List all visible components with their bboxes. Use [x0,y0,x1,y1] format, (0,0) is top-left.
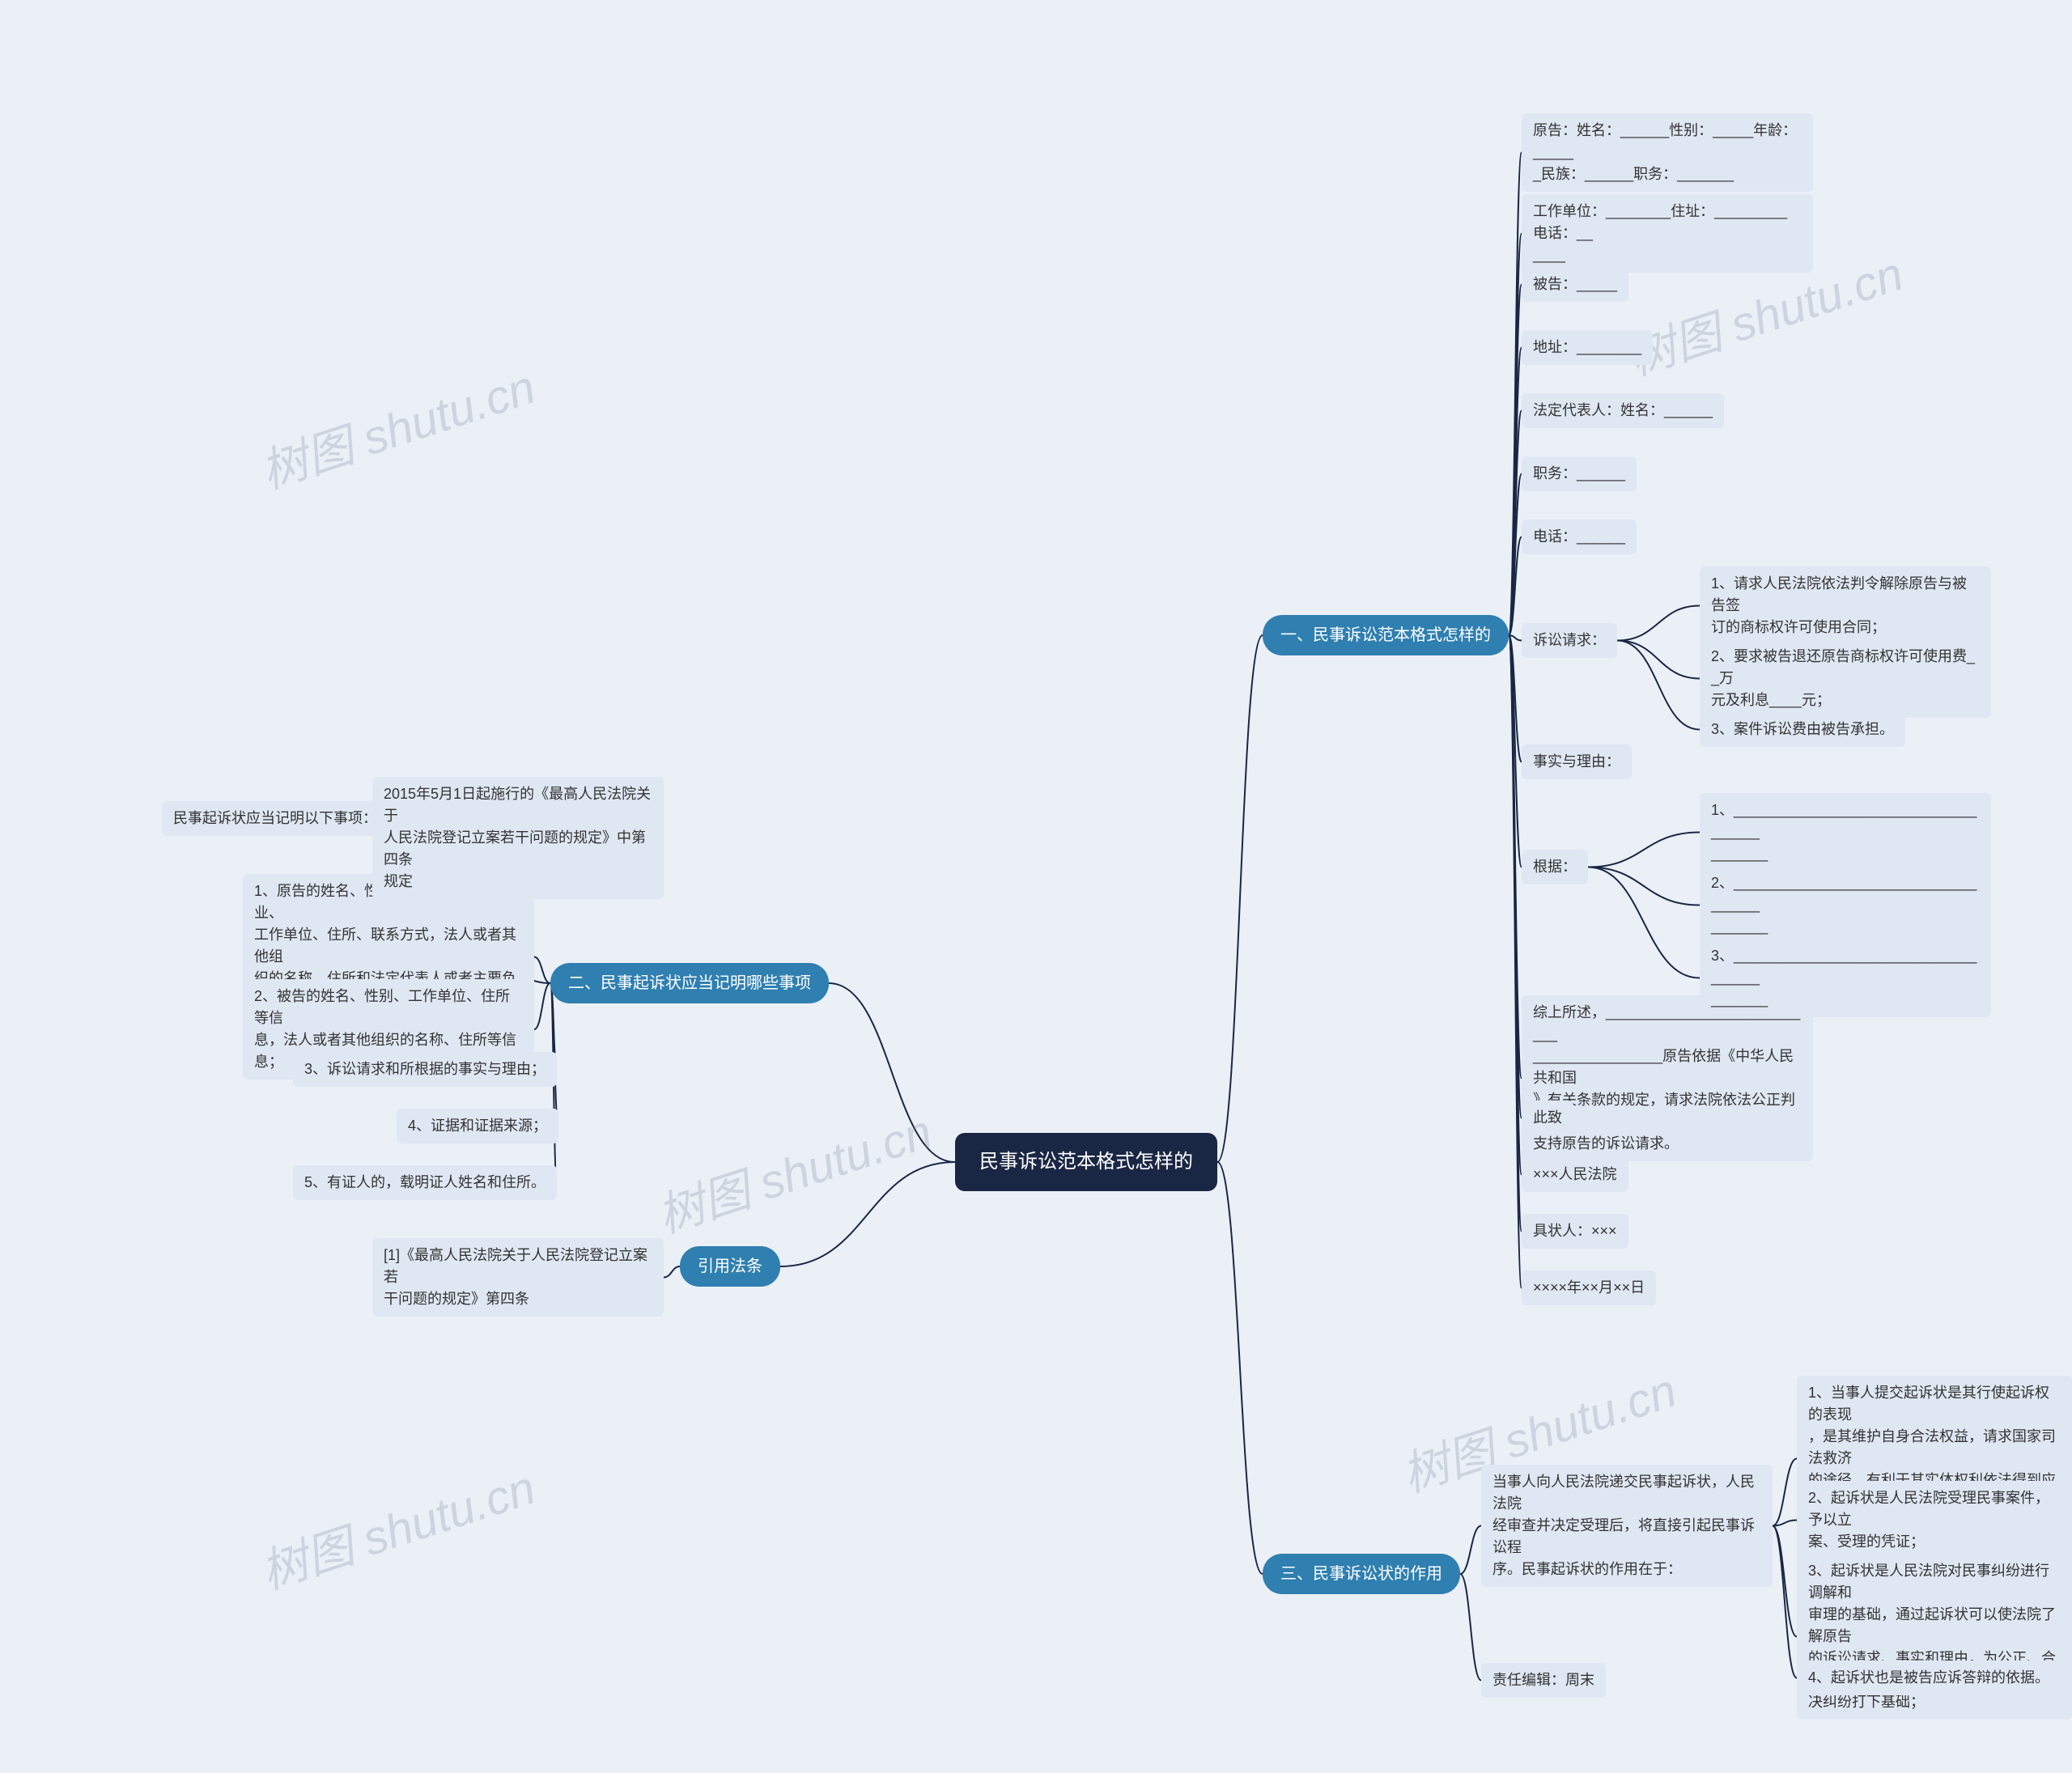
branch-node-3[interactable]: 三、民事诉讼状的作用 [1263,1554,1460,1594]
leaf-0-8[interactable]: 事实与理由： [1522,744,1632,779]
leaf-1-5[interactable]: 5、有证人的，载明证人姓名和住所。 [293,1165,557,1200]
leaf-0-7[interactable]: 诉讼请求： [1522,623,1617,658]
leaf-0-7-0[interactable]: 1、请求人民法院依法判令解除原告与被告签 订的商标权许可使用合同； [1700,566,1991,645]
leaf-0-1[interactable]: 工作单位：________住址：_________电话：__ ____ [1522,194,1813,273]
leaf-1-3[interactable]: 3、诉讼请求和所根据的事实与理由； [293,1052,557,1087]
branch-node-1[interactable]: 二、民事起诉状应当记明哪些事项 [550,963,829,1003]
leaf-0-5[interactable]: 职务：______ [1522,456,1637,491]
mindmap-canvas: 树图 shutu.cn树图 shutu.cn树图 shutu.cn树图 shut… [0,0,2072,1773]
leaf-0-4[interactable]: 法定代表人：姓名：______ [1522,393,1724,428]
leaf-3-0-3[interactable]: 4、起诉状也是被告应诉答辩的依据。 [1797,1661,2061,1695]
leaf-3-0-1[interactable]: 2、起诉状是人民法院受理民事案件，予以立 案、受理的凭证； [1797,1481,2072,1559]
leaf-0-12[interactable]: ×××人民法院 [1522,1157,1628,1192]
leaf-0-9-1[interactable]: 2、____________________________________ _… [1700,866,1991,944]
leaf-1-0[interactable]: 民事起诉状应当记明以下事项： [162,801,388,836]
leaf-0-2[interactable]: 被告：_____ [1522,267,1628,302]
leaf-0-0[interactable]: 原告：姓名：______性别：_____年龄：_____ _民族：______职… [1522,113,1813,192]
leaf-0-7-2[interactable]: 3、案件诉讼费由被告承担。 [1700,712,1905,747]
leaf-0-13[interactable]: 具状人：××× [1522,1214,1628,1249]
leaf-3-0[interactable]: 当事人向人民法院递交民事起诉状，人民法院 经审查并决定受理后，将直接引起民事诉讼… [1481,1465,1773,1587]
watermark: 树图 shutu.cn [251,349,542,501]
leaf-2-0[interactable]: [1]《最高人民法院关于人民法院登记立案若 干问题的规定》第四条 [372,1238,664,1317]
leaf-0-11[interactable]: 此致 [1522,1101,1573,1135]
watermark: 树图 shutu.cn [648,1093,939,1245]
leaf-0-7-1[interactable]: 2、要求被告退还原告商标权许可使用费__万 元及利息____元； [1700,639,1991,718]
leaf-0-9[interactable]: 根据： [1522,850,1588,884]
leaf-1-4[interactable]: 4、证据和证据来源； [397,1109,558,1143]
leaf-1-0-0[interactable]: 2015年5月1日起施行的《最高人民法院关于 人民法院登记立案若干问题的规定》中… [372,777,664,899]
root-node[interactable]: 民事诉讼范本格式怎样的 [955,1133,1217,1191]
leaf-0-9-2[interactable]: 3、____________________________________ _… [1700,939,1991,1017]
leaf-0-14[interactable]: ××××年××月××日 [1522,1270,1656,1305]
leaf-0-6[interactable]: 电话：______ [1522,520,1637,554]
leaf-0-3[interactable]: 地址：________ [1522,330,1653,365]
leaf-0-10[interactable]: 综上所述，___________________________ _______… [1522,995,1813,1161]
branch-node-2[interactable]: 引用法条 [680,1246,780,1287]
leaf-3-1[interactable]: 责任编辑：周末 [1481,1663,1606,1698]
watermark: 树图 shutu.cn [251,1449,542,1601]
branch-node-0[interactable]: 一、民事诉讼范本格式怎样的 [1263,615,1509,655]
leaf-0-9-0[interactable]: 1、____________________________________ _… [1700,793,1991,872]
